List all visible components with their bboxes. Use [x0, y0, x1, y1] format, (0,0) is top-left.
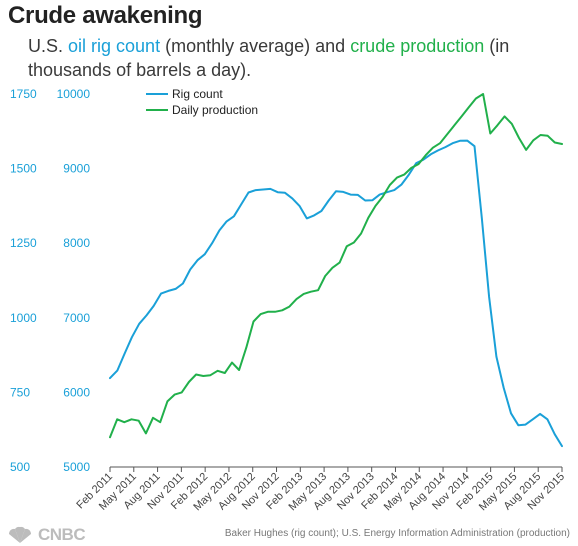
- subtitle-production-highlight: crude production: [350, 36, 485, 56]
- subtitle-text-3: (in thousands of barrels a day).: [28, 36, 510, 80]
- y-right-tick-label: 9000: [63, 162, 90, 176]
- y-left-tick-label: 1250: [10, 236, 37, 250]
- line-chart: 500 750 1000 1250 1500 1750 5000 6000 7000 8000 90…: [10, 87, 567, 513]
- y-left-tick-label: 1500: [10, 162, 37, 176]
- y-left-tick-label: 1750: [10, 87, 37, 101]
- y-left-tick-label: 1000: [10, 311, 37, 325]
- subtitle-text-1: U.S.: [28, 36, 69, 56]
- daily-production-line: [109, 93, 563, 439]
- y-right-tick-label: 7000: [63, 311, 90, 325]
- y-left-tick-label: 500: [10, 460, 30, 474]
- legend-rig-count-label: Rig count: [172, 87, 223, 101]
- cnbc-logo: CNBC: [6, 525, 86, 545]
- subtitle-text-2: (monthly average) and: [160, 36, 351, 56]
- y-left-tick-label: 750: [10, 385, 30, 399]
- rig-count-line: [109, 139, 563, 448]
- peacock-icon: [8, 526, 32, 543]
- chart-subtitle: U.S. oil rig count (monthly average) and…: [28, 34, 528, 82]
- chart-title: Crude awakening: [8, 2, 203, 29]
- y-right-tick-label: 6000: [63, 385, 90, 399]
- y-right-tick-label: 8000: [63, 236, 90, 250]
- source-note: Baker Hughes (rig count); U.S. Energy In…: [224, 528, 570, 539]
- legend-production-label: Daily production: [172, 103, 258, 117]
- y-right-tick-label: 10000: [57, 87, 91, 101]
- y-right-tick-label: 5000: [63, 460, 90, 474]
- footer: CNBC Baker Hughes (rig count); U.S. Ener…: [0, 522, 578, 546]
- subtitle-rig-count-highlight: oil rig count: [68, 36, 161, 56]
- cnbc-wordmark: CNBC: [38, 525, 86, 544]
